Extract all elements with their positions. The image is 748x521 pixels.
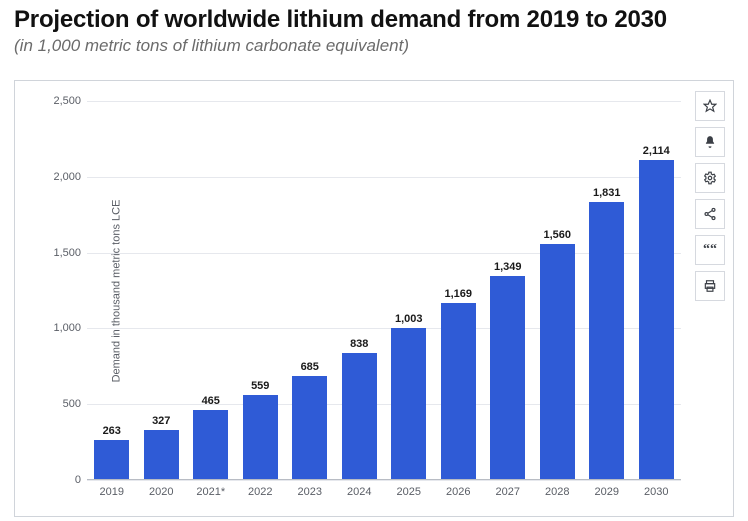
bar-wrap: 1,0032025 [384, 101, 434, 480]
bar-value-label: 263 [103, 425, 121, 437]
print-icon[interactable] [695, 271, 725, 301]
bar [589, 202, 624, 480]
x-tick-label: 2029 [595, 480, 619, 498]
bar [243, 395, 278, 480]
y-tick-label: 2,500 [53, 95, 87, 107]
x-tick-label: 2027 [496, 480, 520, 498]
bar-wrap: 6852023 [285, 101, 335, 480]
bar-value-label: 1,349 [494, 261, 522, 273]
x-tick-label: 2019 [100, 480, 124, 498]
quote-icon[interactable]: ““ [695, 235, 725, 265]
page-title: Projection of worldwide lithium demand f… [14, 6, 738, 34]
bar [144, 430, 179, 480]
x-tick-label: 2026 [446, 480, 470, 498]
x-tick-label: 2020 [149, 480, 173, 498]
bar-value-label: 1,003 [395, 313, 423, 325]
x-tick-label: 2028 [545, 480, 569, 498]
x-tick-label: 2030 [644, 480, 668, 498]
y-tick-label: 1,500 [53, 247, 87, 259]
y-tick-label: 2,000 [53, 171, 87, 183]
bar-value-label: 1,560 [543, 229, 571, 241]
x-tick-label: 2022 [248, 480, 272, 498]
bar-value-label: 559 [251, 380, 269, 392]
bars-container: 263201932720204652021*559202268520238382… [87, 101, 681, 480]
x-tick-label: 2024 [347, 480, 371, 498]
bar-wrap: 1,8312029 [582, 101, 632, 480]
bar-wrap: 8382024 [335, 101, 385, 480]
bar-wrap: 1,3492027 [483, 101, 533, 480]
bar-wrap: 2,1142030 [632, 101, 682, 480]
y-tick-label: 500 [63, 398, 87, 410]
bar [292, 376, 327, 480]
star-icon[interactable] [695, 91, 725, 121]
chart-card: ““ Demand in thousand metric tons LCE 05… [14, 80, 734, 517]
bar [639, 160, 674, 480]
y-tick-label: 1,000 [53, 322, 87, 334]
chart-toolbar: ““ [695, 91, 725, 301]
bar [540, 244, 575, 480]
grid-line [87, 480, 681, 481]
bar [193, 410, 228, 480]
x-axis-line [87, 479, 681, 480]
page-subtitle: (in 1,000 metric tons of lithium carbona… [14, 36, 738, 56]
y-tick-label: 0 [75, 474, 87, 486]
bar [342, 353, 377, 480]
bar-value-label: 1,831 [593, 187, 621, 199]
bar-wrap: 5592022 [236, 101, 286, 480]
bar [441, 303, 476, 480]
bar-value-label: 2,114 [643, 145, 670, 157]
x-tick-label: 2021* [196, 480, 225, 498]
bar-value-label: 327 [152, 415, 170, 427]
bar-value-label: 685 [301, 361, 319, 373]
bar-wrap: 4652021* [186, 101, 236, 480]
x-tick-label: 2023 [298, 480, 322, 498]
bar [490, 276, 525, 481]
bar-wrap: 1,1692026 [434, 101, 484, 480]
bar-chart: Demand in thousand metric tons LCE 05001… [87, 101, 681, 480]
bar [391, 328, 426, 480]
bar-wrap: 1,5602028 [533, 101, 583, 480]
bar-value-label: 838 [350, 338, 368, 350]
bar-wrap: 2632019 [87, 101, 137, 480]
bell-icon[interactable] [695, 127, 725, 157]
x-tick-label: 2025 [397, 480, 421, 498]
bar [94, 440, 129, 480]
bar-value-label: 465 [202, 395, 220, 407]
bar-wrap: 3272020 [137, 101, 187, 480]
bar-value-label: 1,169 [444, 288, 472, 300]
gear-icon[interactable] [695, 163, 725, 193]
share-icon[interactable] [695, 199, 725, 229]
